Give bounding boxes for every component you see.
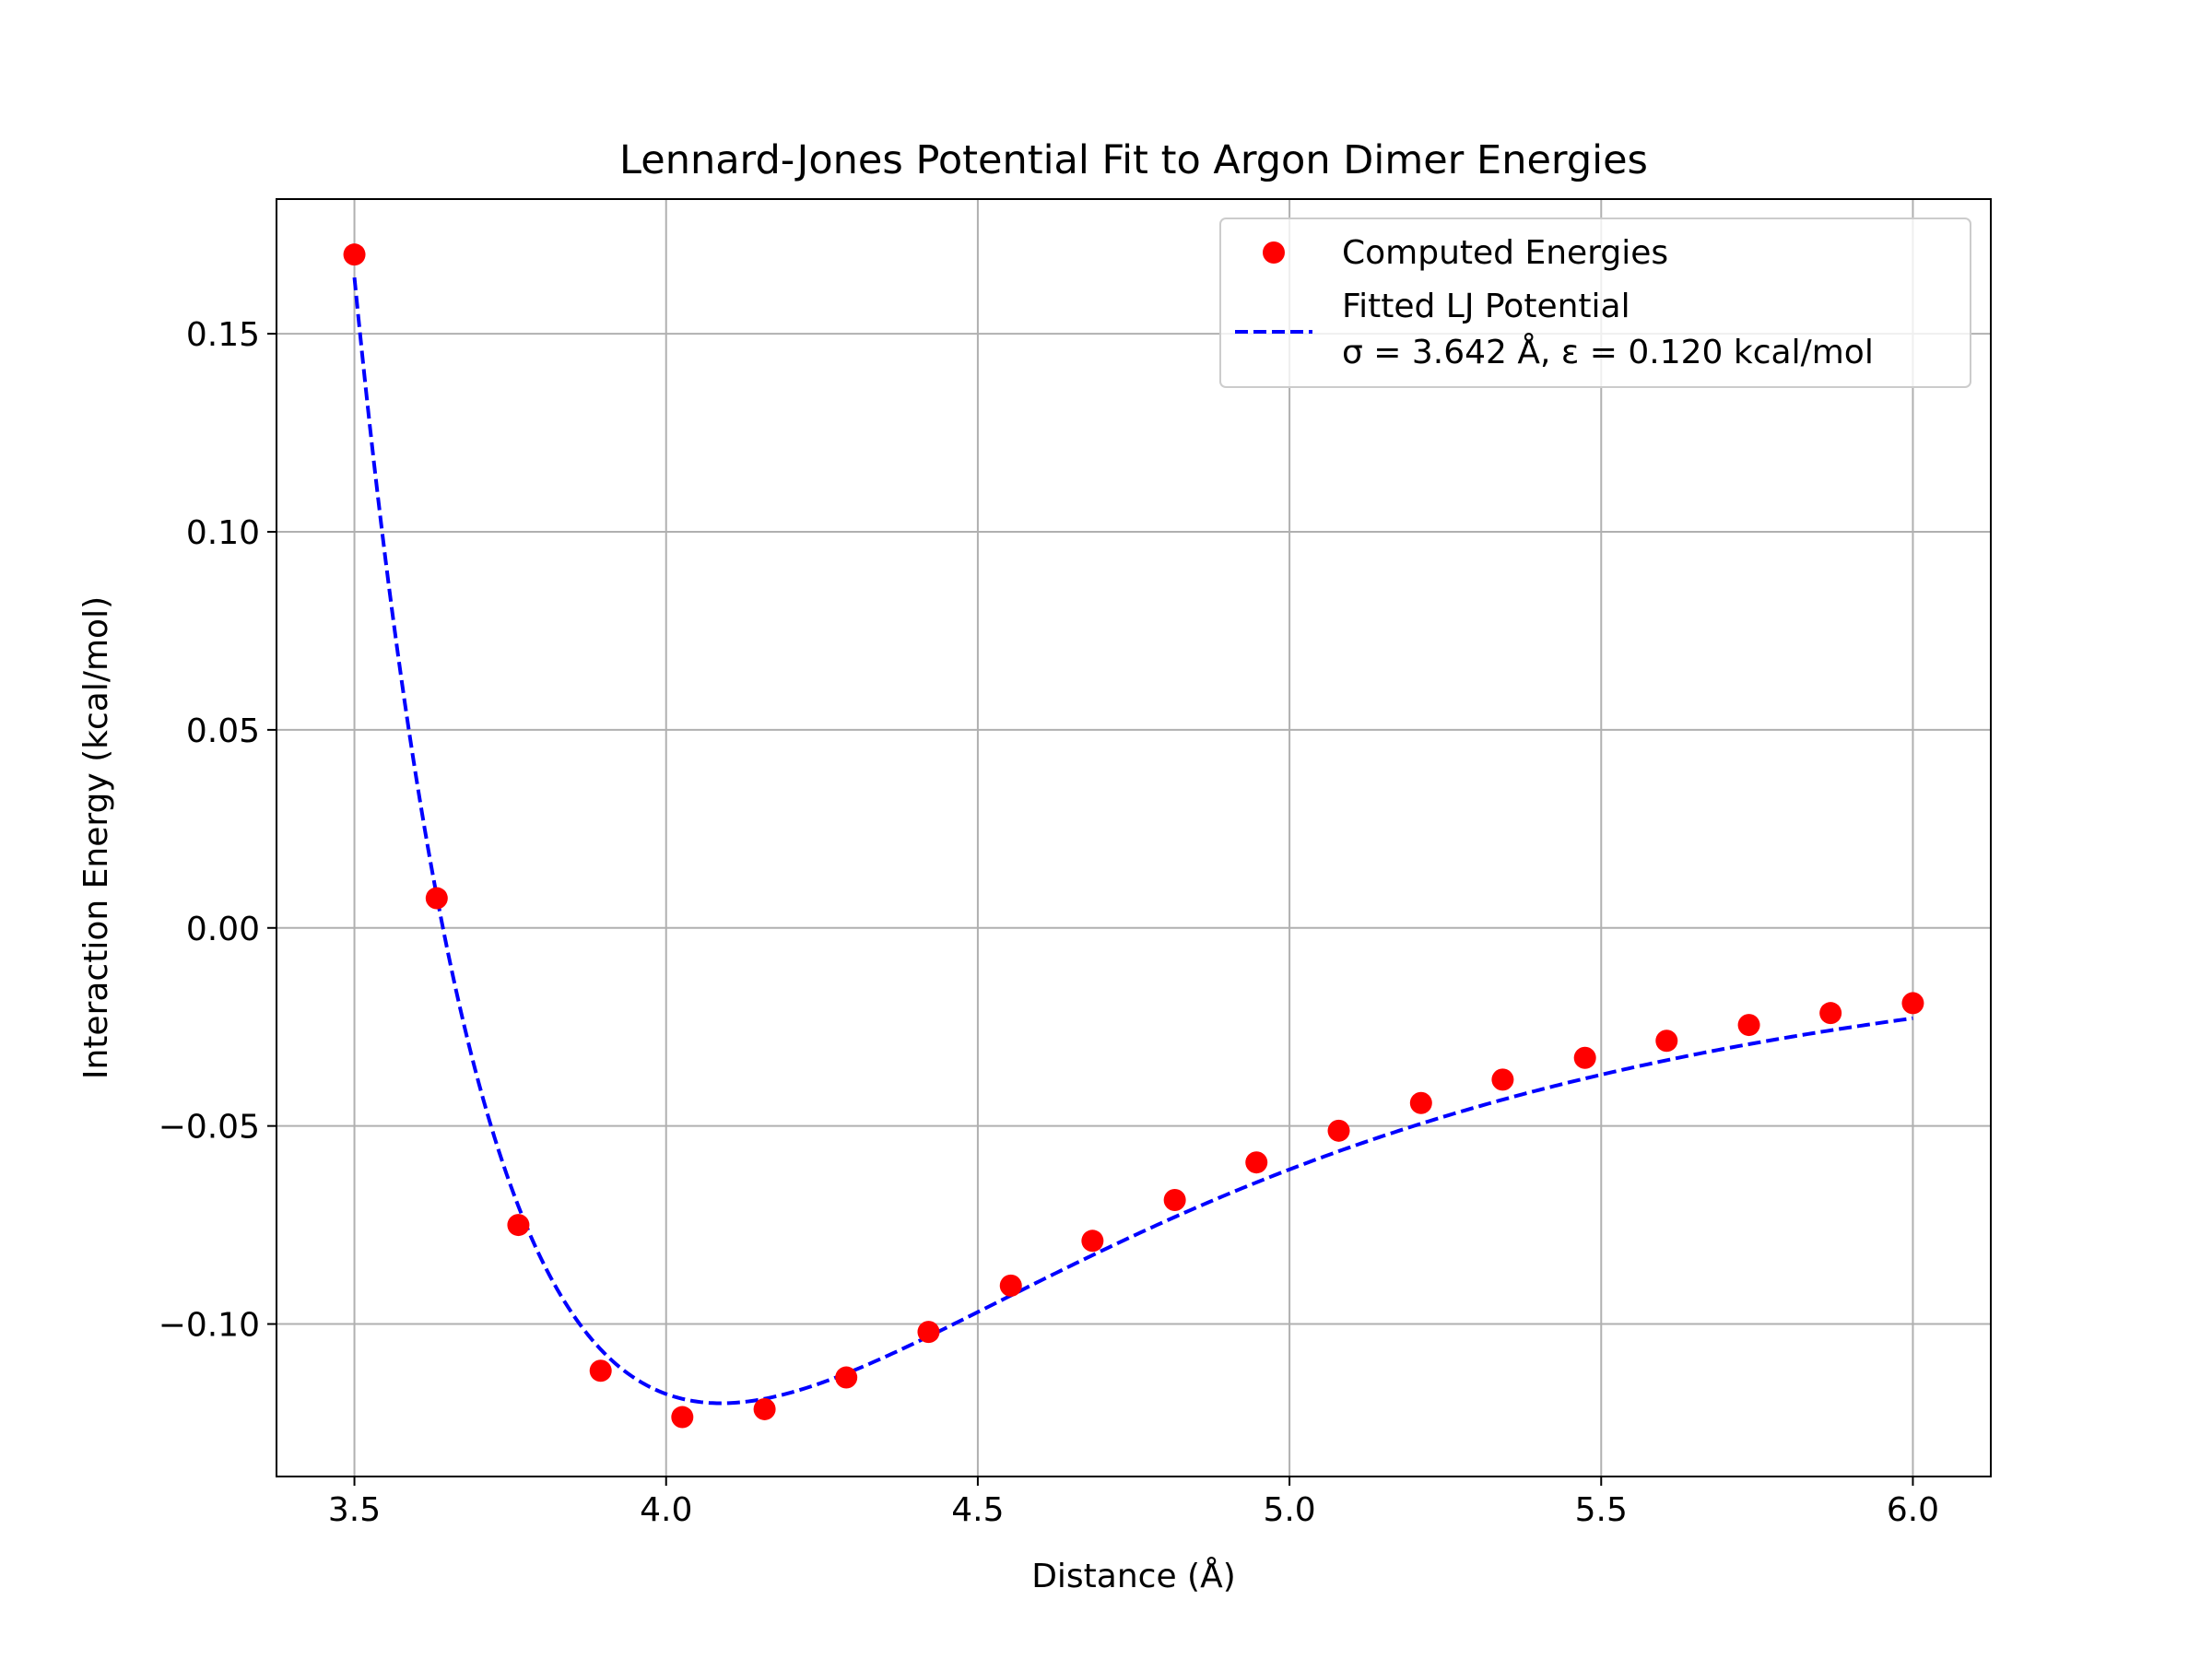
x-axis-ticks: 3.5 4.0 4.5 5.0 5.5 6.0 xyxy=(328,1477,1939,1529)
x-tick-label: 5.5 xyxy=(1575,1491,1628,1529)
legend-label-computed: Computed Energies xyxy=(1342,234,1668,272)
scatter-point xyxy=(1491,1068,1514,1091)
scatter-point xyxy=(671,1406,694,1429)
chart-title: Lennard-Jones Potential Fit to Argon Dim… xyxy=(619,137,1648,183)
scatter-point xyxy=(1573,1046,1596,1069)
legend-label-fit-line1: Fitted LJ Potential xyxy=(1342,288,1630,325)
legend-box xyxy=(1219,218,1971,388)
x-tick-label: 5.0 xyxy=(1263,1491,1315,1529)
legend: Computed Energies Fitted LJ Potential σ … xyxy=(1219,218,1971,388)
legend-label-fit-line2: σ = 3.642 Å, ε = 0.120 kcal/mol xyxy=(1342,332,1874,371)
y-tick-label: 0.10 xyxy=(186,514,260,552)
scatter-point xyxy=(343,243,366,266)
y-tick-label: 0.15 xyxy=(186,316,260,354)
scatter-point xyxy=(1163,1189,1186,1212)
scatter-point xyxy=(425,887,448,910)
fitted-curve-layer xyxy=(352,276,1913,1406)
legend-scatter-marker xyxy=(1263,241,1285,264)
y-tick-label: −0.05 xyxy=(159,1109,260,1147)
x-tick-label: 4.5 xyxy=(951,1491,1004,1529)
scatter-point xyxy=(835,1366,858,1389)
scatter-point xyxy=(1081,1230,1104,1253)
scatter-point xyxy=(507,1214,530,1237)
plot-frame xyxy=(276,198,1992,1477)
scatter-point xyxy=(1655,1030,1678,1053)
plot-area xyxy=(276,199,1991,1477)
y-axis-ticks: −0.10 −0.05 0.00 0.05 0.10 0.15 xyxy=(159,316,276,1345)
x-tick-label: 3.5 xyxy=(328,1491,381,1529)
scatter-point xyxy=(1327,1119,1350,1142)
scatter-point xyxy=(1819,1002,1842,1025)
scatter-point xyxy=(1737,1014,1760,1037)
scatter-layer xyxy=(343,243,1924,1429)
scatter-point xyxy=(753,1397,776,1420)
y-axis-label: Interaction Energy (kcal/mol) xyxy=(77,596,115,1079)
grid xyxy=(276,199,1991,1477)
y-tick-label: 0.05 xyxy=(186,712,260,750)
scatter-point xyxy=(589,1359,612,1382)
y-tick-label: −0.10 xyxy=(159,1307,260,1345)
fitted-lj-curve xyxy=(352,276,1913,1406)
x-axis-label: Distance (Å) xyxy=(1031,1556,1236,1595)
x-tick-label: 6.0 xyxy=(1887,1491,1939,1529)
scatter-point xyxy=(999,1274,1022,1297)
scatter-point xyxy=(1245,1151,1268,1174)
scatter-point xyxy=(1901,992,1924,1015)
scatter-point xyxy=(1409,1091,1432,1114)
x-tick-label: 4.0 xyxy=(640,1491,692,1529)
y-tick-label: 0.00 xyxy=(186,911,260,948)
scatter-point xyxy=(917,1321,940,1344)
